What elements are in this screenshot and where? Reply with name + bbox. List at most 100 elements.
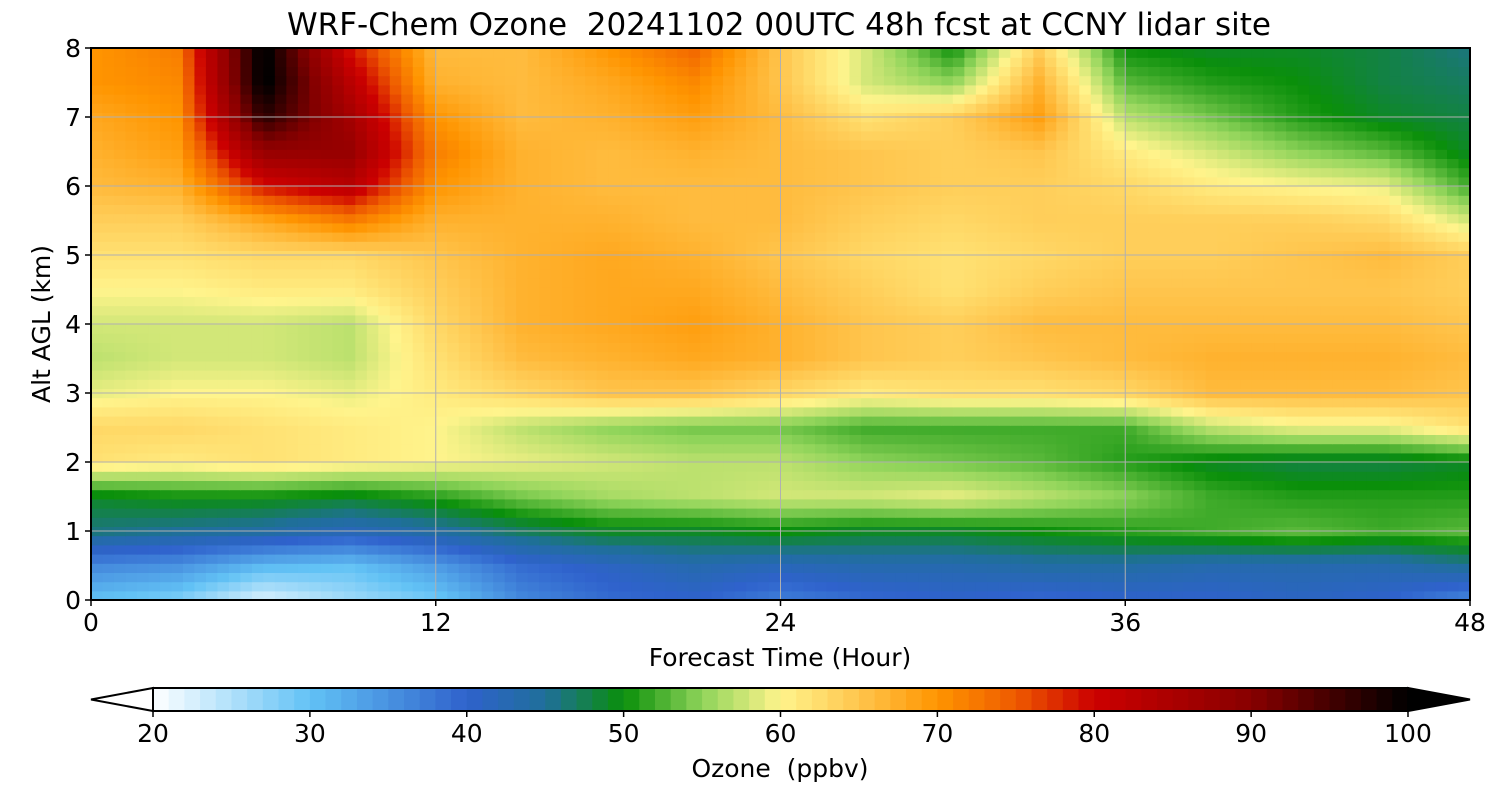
ozone-cell xyxy=(1010,480,1023,491)
ozone-cell xyxy=(1148,416,1161,426)
ozone-cell xyxy=(941,296,954,307)
ozone-cell xyxy=(1194,232,1207,242)
ozone-cell xyxy=(217,232,230,242)
ozone-cell xyxy=(631,554,644,564)
ozone-cell xyxy=(182,544,196,555)
ozone-cell xyxy=(1217,563,1230,573)
ozone-cell xyxy=(91,590,104,600)
ozone-cell xyxy=(113,517,127,527)
ozone-cell xyxy=(1332,314,1345,325)
ozone-cell xyxy=(1251,324,1264,334)
ozone-cell xyxy=(1217,314,1230,325)
ozone-cell xyxy=(136,351,150,362)
ozone-cell xyxy=(481,406,494,417)
ozone-cell xyxy=(1021,443,1034,454)
ozone-cell xyxy=(355,324,368,334)
ozone-cell xyxy=(906,590,919,600)
ozone-cell xyxy=(929,517,942,527)
ozone-cell xyxy=(1332,287,1345,297)
ozone-cell xyxy=(1148,498,1161,509)
ozone-cell xyxy=(1217,397,1230,408)
ozone-cell xyxy=(619,434,632,445)
ozone-cell xyxy=(320,452,333,463)
ozone-cell xyxy=(688,425,701,435)
ozone-cell xyxy=(929,296,942,307)
ozone-cell xyxy=(125,351,138,362)
ozone-cell xyxy=(1458,498,1470,509)
ozone-cell xyxy=(562,508,575,518)
ozone-cell xyxy=(251,379,264,389)
ozone-cell xyxy=(1366,406,1379,417)
ozone-cell xyxy=(918,590,931,600)
ozone-cell xyxy=(447,416,460,426)
ozone-cell xyxy=(1067,287,1080,297)
ozone-cell xyxy=(688,480,701,491)
ozone-cell xyxy=(539,452,552,463)
ozone-cell xyxy=(1159,268,1172,279)
ozone-cell xyxy=(274,517,287,527)
ozone-cell xyxy=(366,305,379,316)
ozone-cell xyxy=(952,480,965,491)
ozone-cell xyxy=(1148,351,1161,362)
ozone-cell xyxy=(677,471,690,481)
ozone-cell xyxy=(412,222,425,233)
ozone-cell xyxy=(1033,342,1046,353)
ozone-cell xyxy=(332,213,345,224)
ozone-cell xyxy=(791,360,805,371)
ozone-cell xyxy=(1228,425,1241,435)
ozone-cell xyxy=(366,443,379,454)
ozone-cell xyxy=(1021,406,1034,417)
ozone-cell xyxy=(952,351,965,362)
ozone-cell xyxy=(297,434,310,445)
ozone-cell xyxy=(1251,222,1264,233)
ozone-cell xyxy=(274,416,287,426)
ozone-cell xyxy=(263,305,276,316)
ozone-cell xyxy=(263,498,276,509)
ozone-cell xyxy=(1125,471,1138,481)
ozone-cell xyxy=(791,544,805,555)
ozone-cell xyxy=(1102,563,1115,573)
ozone-cell xyxy=(447,287,460,297)
ozone-cell xyxy=(826,406,839,417)
ozone-cell xyxy=(1401,462,1414,472)
ozone-cell xyxy=(1286,406,1299,417)
ozone-cell xyxy=(470,517,483,527)
ozone-cell xyxy=(1286,360,1299,371)
ozone-cell xyxy=(1251,590,1264,600)
ozone-cell xyxy=(447,544,460,555)
ozone-cell xyxy=(401,333,414,343)
ozone-cell xyxy=(251,259,264,270)
ozone-cell xyxy=(1401,416,1414,426)
ozone-cell xyxy=(1010,554,1023,564)
ozone-cell xyxy=(159,379,173,389)
ozone-cell xyxy=(631,590,644,600)
ozone-cell xyxy=(1102,268,1115,279)
ozone-cell xyxy=(493,287,506,297)
ozone-cell xyxy=(1136,517,1149,527)
ozone-cell xyxy=(401,508,414,518)
ozone-cell xyxy=(1102,517,1115,527)
ozone-cell xyxy=(642,333,655,343)
ozone-cell xyxy=(1067,268,1080,279)
ozone-cell xyxy=(228,397,241,408)
ozone-cell xyxy=(952,563,965,573)
ozone-cell xyxy=(1136,425,1149,435)
ozone-cell xyxy=(1424,462,1437,472)
ozone-cell xyxy=(723,443,736,454)
ozone-cell xyxy=(1090,535,1103,546)
ozone-cell xyxy=(631,452,644,463)
ozone-cell xyxy=(424,572,437,583)
ozone-cell xyxy=(1033,287,1046,297)
ozone-cell xyxy=(585,259,598,270)
ozone-cell xyxy=(688,287,701,297)
ozone-cell xyxy=(274,572,287,583)
ozone-cell xyxy=(159,462,173,472)
ozone-cell xyxy=(217,287,230,297)
ozone-cell xyxy=(470,425,483,435)
ozone-cell xyxy=(516,471,529,481)
ozone-cell xyxy=(389,406,402,417)
ozone-cell xyxy=(608,489,621,500)
ozone-cell xyxy=(240,480,253,491)
ozone-cell xyxy=(1033,498,1046,509)
ozone-cell xyxy=(791,489,805,500)
